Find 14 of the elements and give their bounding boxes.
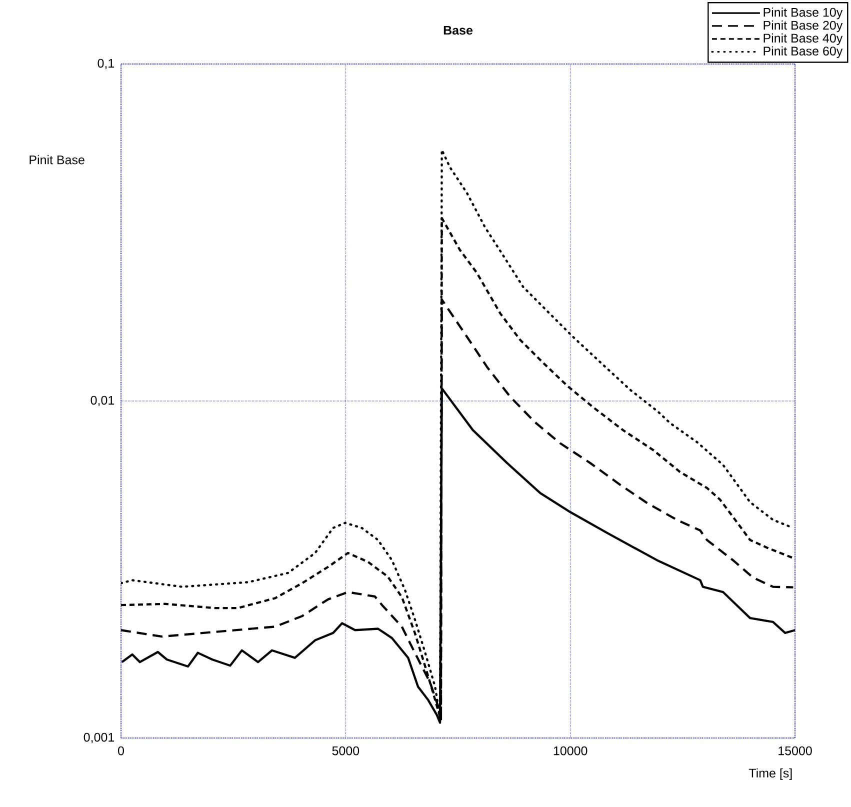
y-tick-label: 0,001 bbox=[84, 732, 114, 744]
legend-label: Pinit Base 40y bbox=[764, 33, 843, 46]
x-tick-label: 10000 bbox=[554, 746, 588, 756]
x-axis-title: Time [s] bbox=[748, 768, 792, 780]
x-tick-label: 0 bbox=[118, 746, 124, 756]
legend-label: Pinit Base 20y bbox=[764, 20, 843, 32]
legend-label: Pinit Base 10y bbox=[764, 8, 843, 20]
y-tick-label: 0,01 bbox=[90, 396, 114, 406]
chart-title: Base bbox=[444, 26, 473, 35]
legend-label: Pinit Base 60y bbox=[764, 46, 843, 58]
x-tick-label: 5000 bbox=[332, 746, 360, 756]
y-tick-label: 0,1 bbox=[98, 58, 114, 70]
y-axis-title: Pinit Base bbox=[30, 155, 84, 164]
x-tick-label: 15000 bbox=[778, 746, 812, 756]
